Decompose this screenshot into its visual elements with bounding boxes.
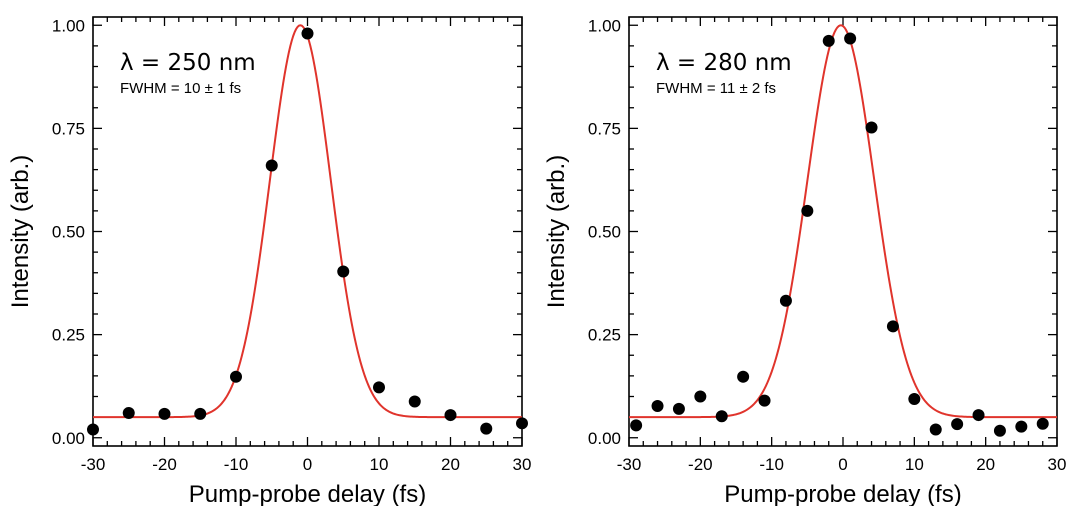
x-axis-title: Pump-probe delay (fs)	[189, 481, 426, 506]
data-point	[408, 395, 421, 408]
data-point	[844, 32, 857, 45]
x-tick-label: 0	[303, 455, 312, 474]
data-point	[122, 407, 135, 419]
x-tick-label: 30	[513, 455, 532, 474]
y-tick-label: 0.25	[52, 326, 85, 345]
data-point	[715, 410, 728, 423]
data-point	[444, 409, 457, 422]
x-tick-label: -20	[152, 455, 177, 474]
data-point	[265, 159, 278, 172]
data-point	[373, 381, 385, 394]
y-tick-label: 1.00	[588, 16, 621, 35]
x-tick-label: 20	[976, 455, 995, 474]
x-tick-label: 0	[838, 455, 847, 474]
data-point	[993, 424, 1006, 437]
y-tick-label: 0.50	[588, 223, 621, 242]
data-point	[972, 409, 985, 422]
data-point	[630, 419, 643, 432]
x-tick-label: -10	[224, 455, 249, 474]
data-point	[1015, 420, 1028, 433]
chart-title: λ = 280 nm	[656, 50, 792, 76]
x-tick-label: 10	[370, 455, 389, 474]
x-tick-label: -30	[81, 455, 106, 474]
x-tick-label: 20	[441, 455, 460, 474]
data-point	[516, 417, 528, 430]
data-point	[230, 370, 242, 383]
x-tick-label: -30	[617, 455, 642, 474]
data-point	[758, 394, 771, 407]
x-tick-label: -10	[759, 455, 784, 474]
data-point	[87, 423, 99, 436]
y-tick-label: 0.50	[52, 223, 85, 242]
x-tick-label: -20	[688, 455, 713, 474]
data-point	[651, 399, 664, 412]
fit-curve	[629, 24, 1057, 419]
data-point	[301, 27, 314, 40]
data-point	[737, 370, 750, 383]
data-point	[779, 294, 792, 307]
y-tick-label: 0.00	[588, 429, 621, 448]
data-point	[158, 407, 171, 420]
x-axis-title: Pump-probe delay (fs)	[724, 481, 961, 506]
y-tick-label: 0.75	[52, 119, 85, 138]
chart-title: λ = 250 nm	[120, 50, 256, 76]
data-point	[801, 204, 814, 217]
y-tick-label: 0.75	[588, 119, 621, 138]
data-point	[694, 390, 707, 403]
data-point	[672, 402, 685, 415]
data-point	[908, 392, 921, 405]
x-tick-label: 30	[1048, 455, 1067, 474]
chart-panel-1: -30 -20 -10 0 10 20 30 0.00 0.25 0.50 0.75 1.00 λ = …	[7, 16, 531, 506]
data-point	[480, 422, 493, 435]
data-point	[1036, 417, 1049, 430]
data-point	[951, 418, 964, 431]
chart-subtitle: FWHM = 11 ± 2 fs	[656, 80, 776, 97]
x-tick-label: 10	[905, 455, 924, 474]
y-tick-label: 0.00	[52, 429, 85, 448]
y-tick-label: 1.00	[52, 16, 85, 35]
data-point	[929, 423, 942, 436]
y-axis-title: Intensity (arb.)	[7, 155, 34, 308]
data-point	[822, 34, 835, 47]
y-tick-label: 0.25	[588, 326, 621, 345]
data-point	[337, 265, 350, 278]
data-point	[886, 320, 899, 333]
data-point	[194, 407, 207, 420]
y-axis-title: Intensity (arb.)	[543, 155, 570, 308]
chart-subtitle: FWHM = 10 ± 1 fs	[120, 80, 241, 97]
chart-panel-2: -30 -20 -10 0 10 20 30 0.00 0.25 0.50 0.75 1.00 λ = …	[543, 16, 1066, 506]
data-point	[865, 121, 878, 134]
